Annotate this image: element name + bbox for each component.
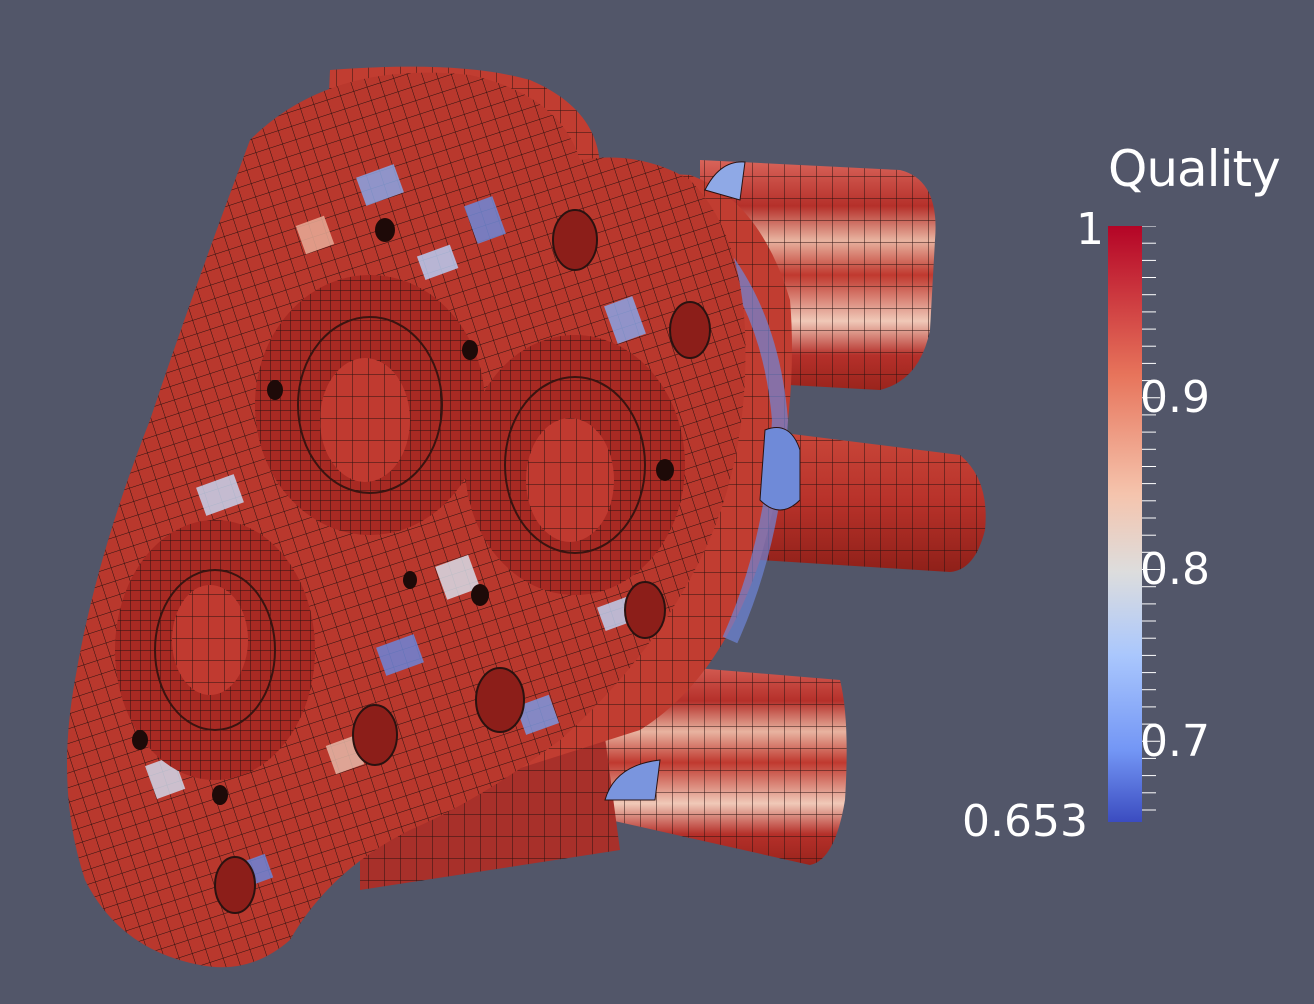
mesh-bore-upper-left <box>255 275 485 535</box>
mesh-lobe-middle-right <box>760 430 986 572</box>
mesh-bore-center <box>465 335 685 595</box>
mesh-bore-lower-left <box>115 520 315 780</box>
mesh-fan-patches <box>604 161 801 801</box>
mesh-small-holes <box>132 209 711 914</box>
